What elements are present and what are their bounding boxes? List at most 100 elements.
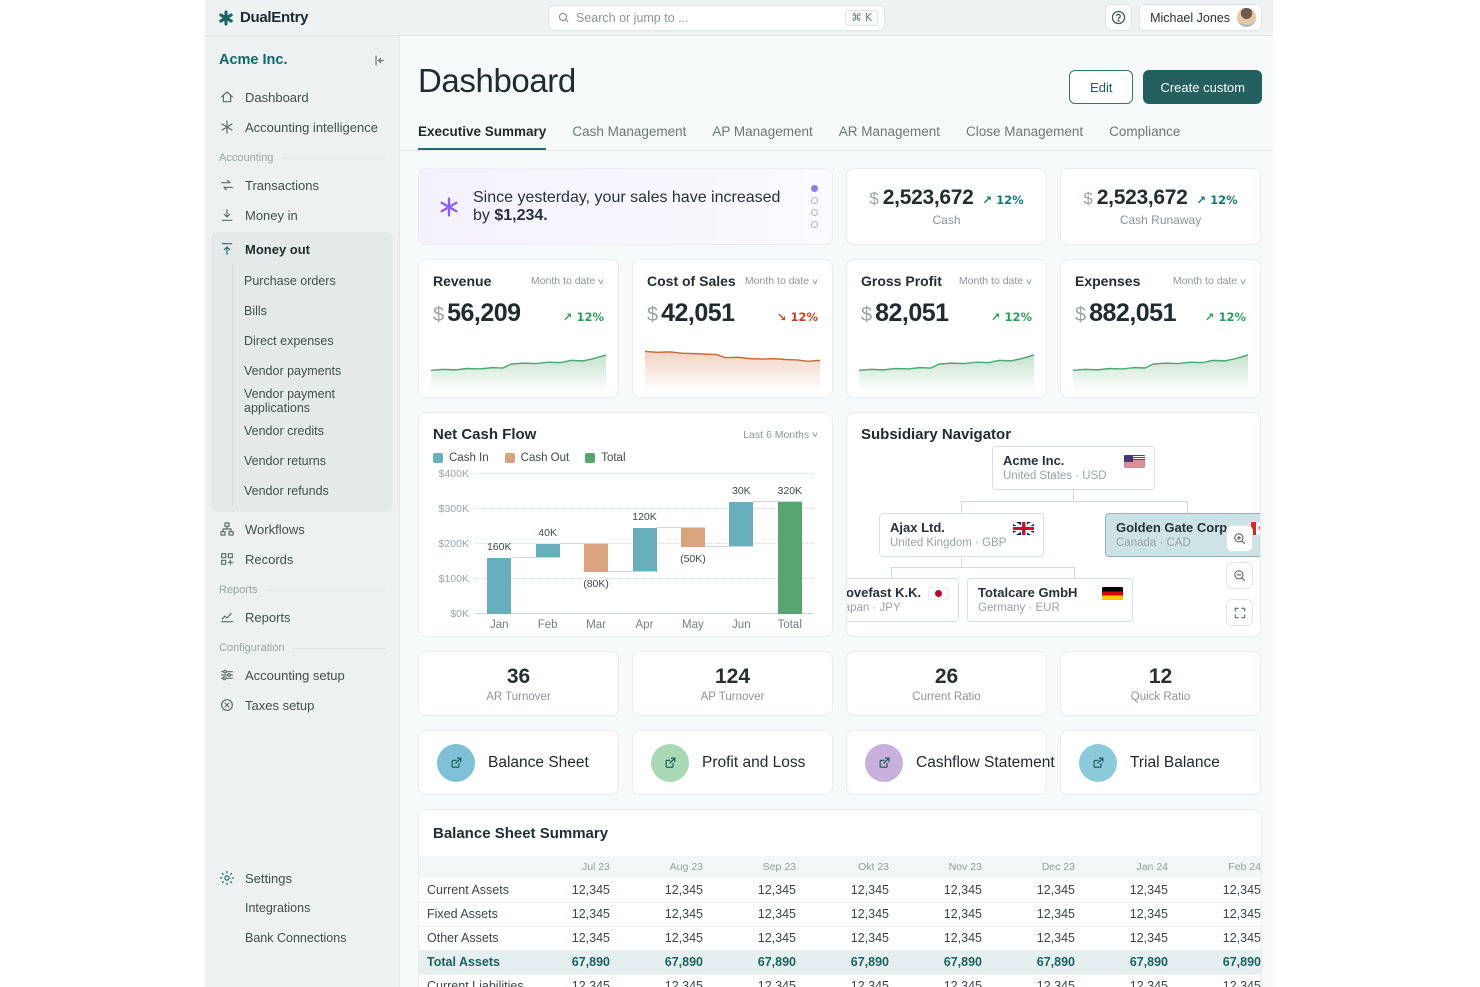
report-link-trial-balance[interactable]: Trial Balance xyxy=(1060,730,1261,795)
sidebar-subitem-vendor-returns[interactable]: Vendor returns xyxy=(233,446,393,476)
user-menu[interactable]: Michael Jones xyxy=(1139,4,1262,31)
pagination-dot[interactable] xyxy=(811,209,818,216)
sidebar-subitem-vendor-payments[interactable]: Vendor payments xyxy=(233,356,393,386)
sidebar-item-money-out[interactable]: Money out xyxy=(211,234,393,264)
sidebar-nav: DashboardAccounting intelligence Accounti… xyxy=(205,78,399,720)
metric-card-header: ExpensesMonth to date ∨ xyxy=(1075,273,1246,289)
sidebar-item-label: Accounting setup xyxy=(245,668,345,683)
waterfall-connector xyxy=(511,557,559,558)
sidebar-item-bank-connections[interactable]: Bank Connections xyxy=(205,923,399,953)
report-link-profit-and-loss[interactable]: Profit and Loss xyxy=(632,730,833,795)
org-node-acme[interactable]: Acme Inc. United States · USD xyxy=(992,446,1155,490)
external-link-icon xyxy=(865,744,903,782)
sidebar-item-taxes-setup[interactable]: Taxes setup xyxy=(205,690,399,720)
report-link-balance-sheet[interactable]: Balance Sheet xyxy=(418,730,619,795)
month-column-header: Sep 23 xyxy=(715,856,808,878)
currency-symbol: $ xyxy=(433,304,444,327)
sidebar-collapse-icon[interactable] xyxy=(372,53,387,68)
y-tick-label: $100K xyxy=(439,573,469,585)
sidebar-item-accounting-setup[interactable]: Accounting setup xyxy=(205,660,399,690)
pagination-dot[interactable] xyxy=(811,221,818,228)
tab-compliance[interactable]: Compliance xyxy=(1109,124,1180,150)
stat-value: 12 xyxy=(1149,665,1172,689)
sidebar-subitem-purchase-orders[interactable]: Purchase orders xyxy=(233,266,393,296)
sparkline-up xyxy=(859,337,1034,391)
money-out-icon xyxy=(219,241,235,257)
sidebar-subitem-vendor-payment-applications[interactable]: Vendor payment applications xyxy=(233,386,393,416)
cell-value: 12,345 xyxy=(529,902,622,926)
sidebar-item-transactions[interactable]: Transactions xyxy=(205,170,399,200)
help-button[interactable] xyxy=(1105,4,1132,31)
tab-ar-management[interactable]: AR Management xyxy=(839,124,940,150)
report-link-cashflow-statement[interactable]: Cashflow Statement xyxy=(846,730,1047,795)
edit-button[interactable]: Edit xyxy=(1069,70,1133,104)
metric-value: 882,051 xyxy=(1089,299,1176,328)
home-icon xyxy=(219,89,235,105)
fullscreen-button[interactable] xyxy=(1226,599,1253,626)
cell-value: 12,345 xyxy=(622,878,715,902)
cash-kpi-card: $ 2,523,672 ↗ 12% Cash xyxy=(846,168,1047,245)
zoom-in-button[interactable] xyxy=(1226,525,1253,552)
search-icon xyxy=(557,11,570,24)
app-window: DualEntry ⌘ K xyxy=(205,0,1273,987)
zoom-out-button[interactable] xyxy=(1226,562,1253,589)
metric-title: Cost of Sales xyxy=(647,273,736,289)
period-dropdown[interactable]: Month to date ∨ xyxy=(1173,275,1246,287)
sidebar-subitem-bills[interactable]: Bills xyxy=(233,296,393,326)
sidebar-subitem-vendor-refunds[interactable]: Vendor refunds xyxy=(233,476,393,506)
report-link-label: Profit and Loss xyxy=(702,754,805,772)
search-input[interactable] xyxy=(576,11,839,25)
cell-value: 12,345 xyxy=(808,902,901,926)
cell-value: 67,890 xyxy=(901,950,994,974)
tab-ap-management[interactable]: AP Management xyxy=(712,124,812,150)
cell-value: 67,890 xyxy=(715,950,808,974)
sidebar-item-dashboard[interactable]: Dashboard xyxy=(205,82,399,112)
metric-value-row: $42,051↘ 12% xyxy=(647,299,818,328)
sidebar-item-accounting-intelligence[interactable]: Accounting intelligence xyxy=(205,112,399,142)
tab-close-management[interactable]: Close Management xyxy=(966,124,1083,150)
dashboard-content: Since yesterday, your sales have increas… xyxy=(400,151,1273,987)
bar-value-label: 320K xyxy=(758,485,822,497)
topbar: DualEntry ⌘ K xyxy=(205,0,1273,36)
cell-value: 12,345 xyxy=(715,902,808,926)
tab-cash-management[interactable]: Cash Management xyxy=(572,124,686,150)
metric-delta: ↗ 12% xyxy=(563,310,604,324)
gridline xyxy=(475,508,814,509)
global-search[interactable]: ⌘ K xyxy=(548,5,885,31)
chart-range-dropdown[interactable]: Last 6 Months ∨ xyxy=(743,429,818,441)
metric-value-row: $56,209↗ 12% xyxy=(433,299,604,328)
month-column-header: Jan 24 xyxy=(1087,856,1180,878)
sidebar-item-records[interactable]: Records xyxy=(205,544,399,574)
period-dropdown[interactable]: Month to date ∨ xyxy=(959,275,1032,287)
cell-value: 67,890 xyxy=(622,950,715,974)
pagination-dot[interactable] xyxy=(811,185,818,192)
org-node-totalcare[interactable]: Totalcare GmbH Germany · EUR xyxy=(967,578,1133,622)
create-custom-button[interactable]: Create custom xyxy=(1143,70,1262,104)
period-dropdown[interactable]: Month to date ∨ xyxy=(745,275,818,287)
org-node-ajax[interactable]: Ajax Ltd. United Kingdom · GBP xyxy=(879,513,1044,557)
row-label: Total Assets xyxy=(419,950,529,974)
stat-card-quick-ratio: 12Quick Ratio xyxy=(1060,651,1261,716)
pagination-dot[interactable] xyxy=(811,197,818,204)
sidebar-subitem-vendor-credits[interactable]: Vendor credits xyxy=(233,416,393,446)
org-node-lovefast[interactable]: Lovefast K.K. Japan · JPY xyxy=(846,578,959,622)
waterfall-bar-jun xyxy=(729,502,753,547)
cash-runaway-value: 2,523,672 xyxy=(1097,186,1188,210)
cash-delta: ↗ 12% xyxy=(983,193,1024,207)
org-connector xyxy=(961,501,1188,502)
report-link-label: Trial Balance xyxy=(1130,754,1220,772)
sidebar-item-integrations[interactable]: Integrations xyxy=(205,893,399,923)
tab-executive-summary[interactable]: Executive Summary xyxy=(418,124,546,150)
page-title: Dashboard xyxy=(418,62,576,100)
sidebar-item-money-in[interactable]: Money in xyxy=(205,200,399,230)
y-tick-label: $400K xyxy=(439,468,469,480)
table-row-other-assets: Other Assets12,34512,34512,34512,34512,3… xyxy=(419,926,1262,950)
row-metric-cards: RevenueMonth to date ∨$56,209↗ 12% Cost … xyxy=(418,259,1262,398)
period-dropdown[interactable]: Month to date ∨ xyxy=(531,275,604,287)
sidebar-item-workflows[interactable]: Workflows xyxy=(205,514,399,544)
metric-card-cost-of-sales: Cost of Sales Month to date ∨ $42,051↘ 12% xyxy=(632,259,833,398)
sidebar-item-reports[interactable]: Reports xyxy=(205,602,399,632)
sidebar-item-settings[interactable]: Settings xyxy=(205,863,399,893)
sidebar-subitem-direct-expenses[interactable]: Direct expenses xyxy=(233,326,393,356)
org-switcher[interactable]: Acme Inc. xyxy=(205,36,399,78)
